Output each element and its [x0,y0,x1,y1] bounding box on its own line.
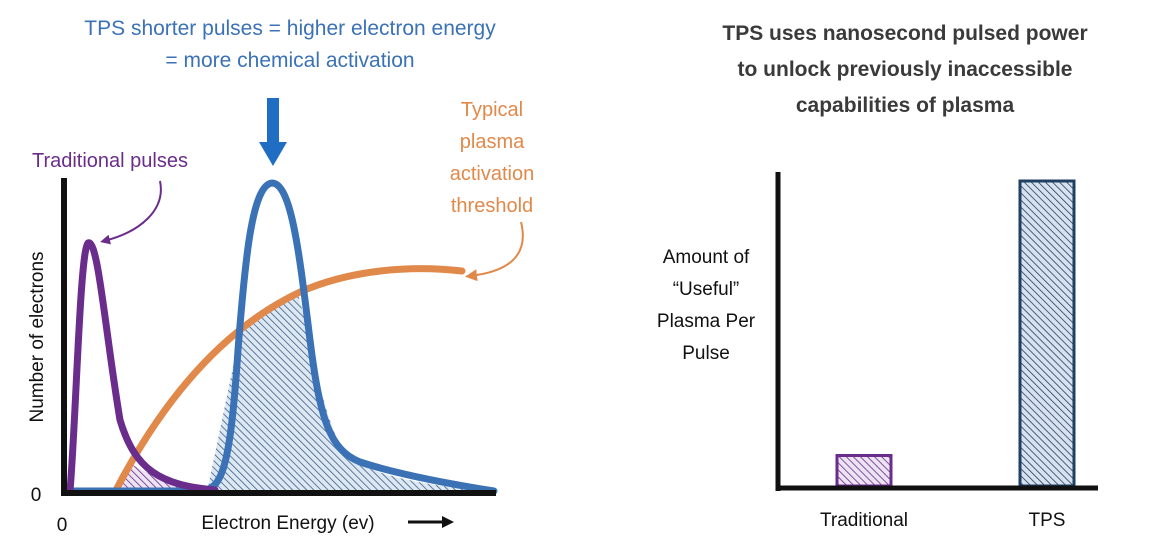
threshold-curve [111,265,466,496]
origin-x-label: 0 [57,515,68,536]
traditional-curve [66,239,219,495]
bar-y-label-line-1: Amount of [663,247,750,268]
threshold-label-line-1: Typical [461,99,523,121]
threshold-label-line-2: plasma [460,131,525,153]
blue-hatched-area [207,291,490,492]
down-arrow-icon [259,98,287,166]
right-headline-line-1: TPS uses nanosecond pulsed power [722,22,1087,45]
bar-y-label-line-3: Plasma Per [657,311,756,332]
bar-y-label-line-2: “Useful” [673,279,740,300]
bar-y-label-line-4: Pulse [682,343,730,364]
right-headline-line-2: to unlock previously inaccessible [738,58,1073,81]
left-chart: TPS shorter pulses = higher electron ene… [27,17,534,536]
bar-label-tps: TPS [1029,510,1066,531]
tps-curve [62,179,498,495]
traditional-pulses-label: Traditional pulses [32,150,188,172]
bar-label-traditional: Traditional [820,510,908,531]
threshold-label-line-4: threshold [451,195,533,217]
left-headline-line-1: TPS shorter pulses = higher electron ene… [84,17,496,40]
threshold-pointer-arrow-icon [465,221,524,282]
right-chart: TPS uses nanosecond pulsed power to unlo… [657,22,1098,531]
x-axis-label: Electron Energy (ev) [201,513,374,534]
bar-traditional [835,454,893,488]
origin-y-label: 0 [31,485,42,506]
threshold-label-line-3: activation [450,163,535,185]
traditional-pointer-arrow-icon [100,180,162,245]
left-headline-line-2: = more chemical activation [165,49,414,72]
bar-label-group: Traditional TPS [820,510,1065,531]
bar-group [835,179,1076,488]
y-axis-label: Number of electrons [27,251,48,422]
bar-tps [1018,179,1076,488]
right-headline-line-3: capabilities of plasma [796,94,1015,117]
purple-hatched-area [120,462,210,492]
